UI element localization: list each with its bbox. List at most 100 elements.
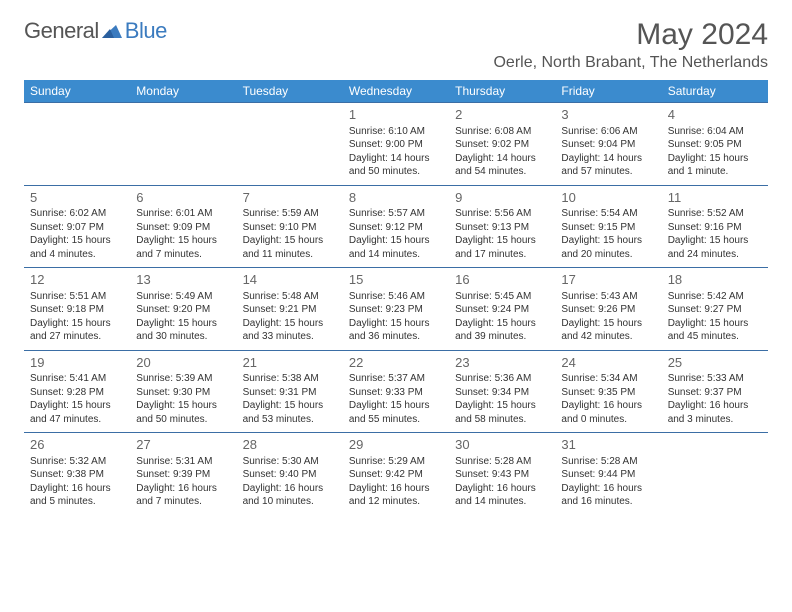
sunset-text: Sunset: 9:34 PM — [455, 386, 549, 400]
sunrise-text: Sunrise: 5:52 AM — [668, 207, 762, 221]
sunrise-text: Sunrise: 6:02 AM — [30, 207, 124, 221]
day-number: 17 — [561, 271, 655, 289]
sunrise-text: Sunrise: 5:45 AM — [455, 290, 549, 304]
daylight-text: Daylight: 15 hours and 4 minutes. — [30, 234, 124, 261]
calendar-body: 1Sunrise: 6:10 AMSunset: 9:00 PMDaylight… — [24, 103, 768, 515]
sunset-text: Sunset: 9:43 PM — [455, 468, 549, 482]
weekday-header: Friday — [555, 80, 661, 103]
day-number: 18 — [668, 271, 762, 289]
day-number: 24 — [561, 354, 655, 372]
day-number: 30 — [455, 436, 549, 454]
sunset-text: Sunset: 9:07 PM — [30, 221, 124, 235]
sunset-text: Sunset: 9:44 PM — [561, 468, 655, 482]
daylight-text: Daylight: 15 hours and 53 minutes. — [243, 399, 337, 426]
daylight-text: Daylight: 15 hours and 58 minutes. — [455, 399, 549, 426]
sunrise-text: Sunrise: 5:43 AM — [561, 290, 655, 304]
day-number: 28 — [243, 436, 337, 454]
daylight-text: Daylight: 16 hours and 14 minutes. — [455, 482, 549, 509]
calendar-week-row: 12Sunrise: 5:51 AMSunset: 9:18 PM Dayligh… — [24, 268, 768, 351]
sunrise-text: Sunrise: 5:48 AM — [243, 290, 337, 304]
calendar-day-cell: 7Sunrise: 5:59 AMSunset: 9:10 PMDaylight… — [237, 185, 343, 268]
day-number: 12 — [30, 271, 124, 289]
day-number: 3 — [561, 106, 655, 124]
sunrise-text: Sunrise: 5:46 AM — [349, 290, 443, 304]
day-number: 1 — [349, 106, 443, 124]
calendar-day-cell: 3Sunrise: 6:06 AMSunset: 9:04 PMDaylight… — [555, 103, 661, 186]
daylight-text: Daylight: 15 hours and 39 minutes. — [455, 317, 549, 344]
sunset-text: Sunset: 9:42 PM — [349, 468, 443, 482]
calendar-day-cell: 27Sunrise: 5:31 AMSunset: 9:39 PMDayligh… — [130, 433, 236, 515]
calendar-day-cell: 11Sunrise: 5:52 AMSunset: 9:16 PMDayligh… — [662, 185, 768, 268]
daylight-text: Daylight: 15 hours and 17 minutes. — [455, 234, 549, 261]
weekday-header: Wednesday — [343, 80, 449, 103]
sunrise-text: Sunrise: 5:54 AM — [561, 207, 655, 221]
sunset-text: Sunset: 9:15 PM — [561, 221, 655, 235]
sunrise-text: Sunrise: 5:28 AM — [455, 455, 549, 469]
sunrise-text: Sunrise: 6:10 AM — [349, 125, 443, 139]
sunrise-text: Sunrise: 5:32 AM — [30, 455, 124, 469]
calendar-day-cell: 17Sunrise: 5:43 AMSunset: 9:26 PMDayligh… — [555, 268, 661, 351]
sunrise-text: Sunrise: 5:30 AM — [243, 455, 337, 469]
calendar-empty-cell — [24, 103, 130, 186]
daylight-text: Daylight: 14 hours and 54 minutes. — [455, 152, 549, 179]
calendar-header-row: SundayMondayTuesdayWednesdayThursdayFrid… — [24, 80, 768, 103]
sunset-text: Sunset: 9:31 PM — [243, 386, 337, 400]
sunrise-text: Sunrise: 5:41 AM — [30, 372, 124, 386]
sunrise-text: Sunrise: 5:59 AM — [243, 207, 337, 221]
sunset-text: Sunset: 9:04 PM — [561, 138, 655, 152]
daylight-text: Daylight: 15 hours and 33 minutes. — [243, 317, 337, 344]
sunset-text: Sunset: 9:13 PM — [455, 221, 549, 235]
sunset-text: Sunset: 9:05 PM — [668, 138, 762, 152]
day-number: 8 — [349, 189, 443, 207]
calendar-day-cell: 20Sunrise: 5:39 AMSunset: 9:30 PMDayligh… — [130, 350, 236, 433]
sunrise-text: Sunrise: 5:51 AM — [30, 290, 124, 304]
sunset-text: Sunset: 9:40 PM — [243, 468, 337, 482]
page-header: General Blue May 2024 Oerle, North Braba… — [24, 18, 768, 72]
calendar-day-cell: 25Sunrise: 5:33 AMSunset: 9:37 PMDayligh… — [662, 350, 768, 433]
sunset-text: Sunset: 9:28 PM — [30, 386, 124, 400]
calendar-day-cell: 2Sunrise: 6:08 AMSunset: 9:02 PMDaylight… — [449, 103, 555, 186]
logo-text-blue: Blue — [125, 18, 167, 44]
daylight-text: Daylight: 15 hours and 11 minutes. — [243, 234, 337, 261]
daylight-text: Daylight: 16 hours and 3 minutes. — [668, 399, 762, 426]
sunset-text: Sunset: 9:02 PM — [455, 138, 549, 152]
location-text: Oerle, North Brabant, The Netherlands — [493, 54, 768, 72]
calendar-empty-cell — [237, 103, 343, 186]
sunset-text: Sunset: 9:24 PM — [455, 303, 549, 317]
daylight-text: Daylight: 15 hours and 24 minutes. — [668, 234, 762, 261]
calendar-day-cell: 8Sunrise: 5:57 AMSunset: 9:12 PMDaylight… — [343, 185, 449, 268]
daylight-text: Daylight: 16 hours and 16 minutes. — [561, 482, 655, 509]
calendar-day-cell: 1Sunrise: 6:10 AMSunset: 9:00 PMDaylight… — [343, 103, 449, 186]
month-title: May 2024 — [493, 18, 768, 52]
calendar-day-cell: 30Sunrise: 5:28 AMSunset: 9:43 PMDayligh… — [449, 433, 555, 515]
sunset-text: Sunset: 9:10 PM — [243, 221, 337, 235]
calendar-page: General Blue May 2024 Oerle, North Braba… — [0, 0, 792, 533]
calendar-day-cell: 6Sunrise: 6:01 AMSunset: 9:09 PMDaylight… — [130, 185, 236, 268]
sunset-text: Sunset: 9:35 PM — [561, 386, 655, 400]
daylight-text: Daylight: 15 hours and 7 minutes. — [136, 234, 230, 261]
weekday-header: Saturday — [662, 80, 768, 103]
day-number: 21 — [243, 354, 337, 372]
day-number: 19 — [30, 354, 124, 372]
calendar-table: SundayMondayTuesdayWednesdayThursdayFrid… — [24, 80, 768, 515]
sunrise-text: Sunrise: 6:01 AM — [136, 207, 230, 221]
daylight-text: Daylight: 15 hours and 47 minutes. — [30, 399, 124, 426]
sunset-text: Sunset: 9:18 PM — [30, 303, 124, 317]
day-number: 29 — [349, 436, 443, 454]
sunrise-text: Sunrise: 6:08 AM — [455, 125, 549, 139]
daylight-text: Daylight: 15 hours and 20 minutes. — [561, 234, 655, 261]
day-number: 16 — [455, 271, 549, 289]
calendar-day-cell: 18Sunrise: 5:42 AMSunset: 9:27 PMDayligh… — [662, 268, 768, 351]
calendar-day-cell: 26Sunrise: 5:32 AMSunset: 9:38 PMDayligh… — [24, 433, 130, 515]
day-number: 31 — [561, 436, 655, 454]
day-number: 4 — [668, 106, 762, 124]
daylight-text: Daylight: 14 hours and 50 minutes. — [349, 152, 443, 179]
daylight-text: Daylight: 15 hours and 42 minutes. — [561, 317, 655, 344]
sunrise-text: Sunrise: 5:33 AM — [668, 372, 762, 386]
weekday-header: Thursday — [449, 80, 555, 103]
daylight-text: Daylight: 16 hours and 7 minutes. — [136, 482, 230, 509]
calendar-week-row: 19Sunrise: 5:41 AMSunset: 9:28 PMDayligh… — [24, 350, 768, 433]
calendar-day-cell: 29Sunrise: 5:29 AMSunset: 9:42 PMDayligh… — [343, 433, 449, 515]
logo: General Blue — [24, 18, 167, 44]
daylight-text: Daylight: 15 hours and 1 minute. — [668, 152, 762, 179]
